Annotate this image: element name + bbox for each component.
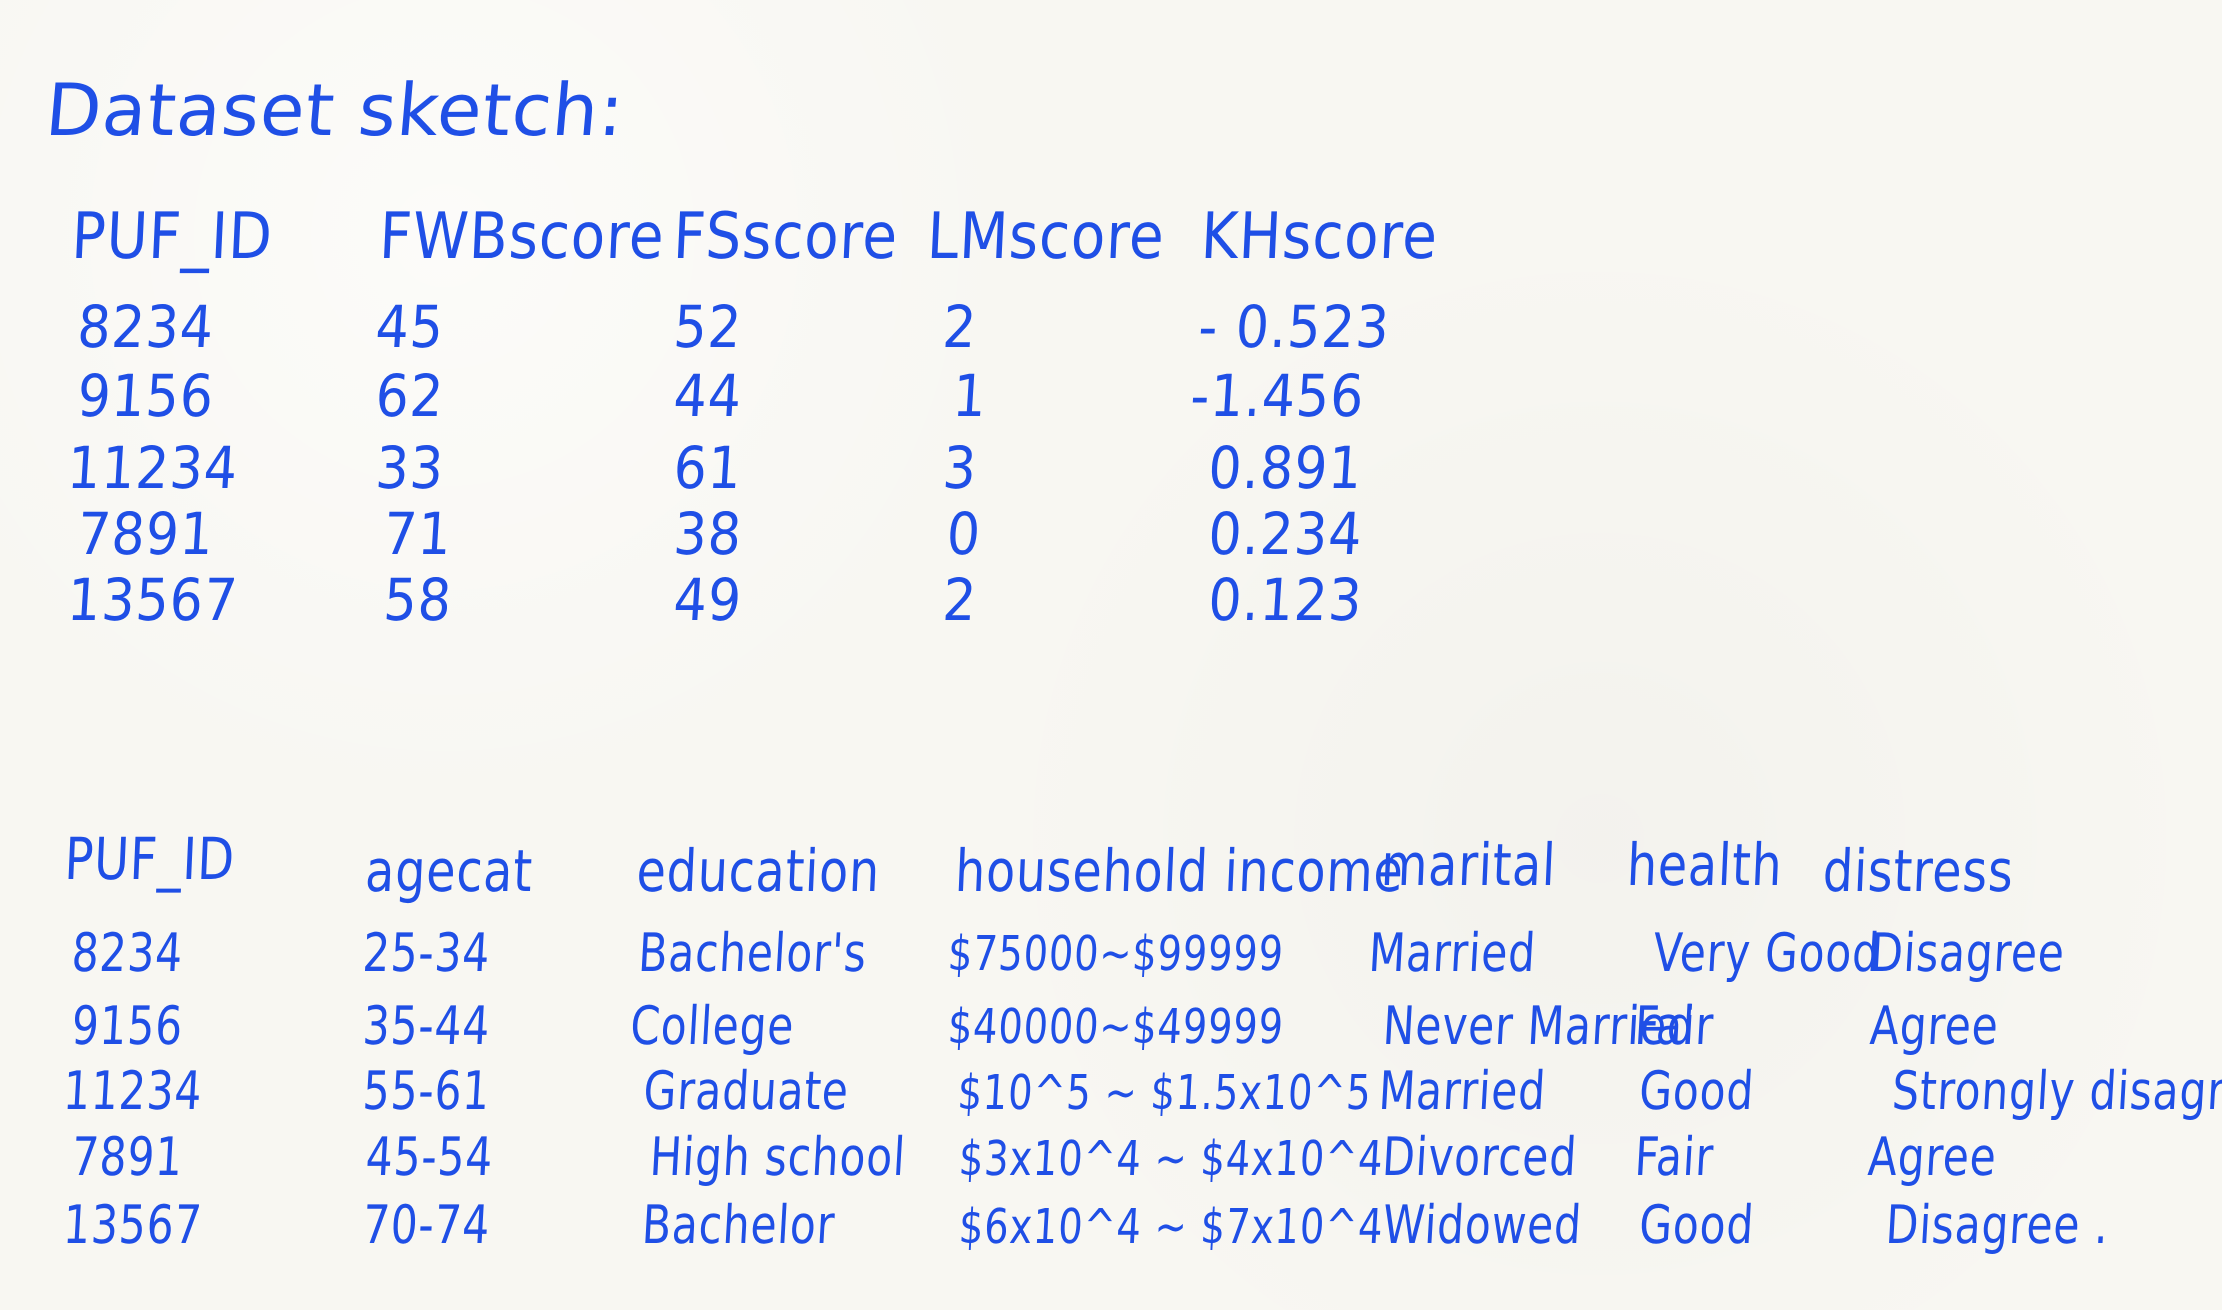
fwbscore-cell: 71 — [381, 500, 455, 568]
health-cell: Good — [1637, 1195, 1756, 1256]
fwbscore-cell: 58 — [381, 566, 455, 634]
puf-id-cell: 7891 — [70, 1127, 185, 1188]
marital-cell: Divorced — [1380, 1127, 1579, 1188]
agecat-cell: 35-44 — [361, 996, 492, 1057]
distress-cell: Agree — [1866, 1127, 1999, 1188]
khscore-cell: 0.234 — [1206, 500, 1365, 568]
distress-cell: Strongly disagree — [1890, 1061, 2222, 1122]
fwbscore-cell: 62 — [373, 362, 447, 430]
khscore-cell: - 0.523 — [1196, 293, 1392, 361]
lmscore-cell: 0 — [944, 500, 984, 568]
column-header-health: health — [1625, 831, 1785, 899]
column-header-household-income: household income — [953, 837, 1406, 905]
fwbscore-cell: 45 — [373, 293, 447, 361]
education-cell: Graduate — [641, 1061, 851, 1122]
column-header-fsscore: FSscore — [671, 200, 900, 274]
lmscore-cell: 2 — [940, 566, 980, 634]
education-cell: High school — [648, 1127, 908, 1188]
household-income-cell: $75000~$99999 — [946, 926, 1286, 982]
khscore-cell: -1.456 — [1188, 362, 1367, 430]
lmscore-cell: 2 — [940, 293, 980, 361]
fsscore-cell: 38 — [671, 500, 745, 568]
column-header-puf-id: PUF_ID — [69, 200, 275, 274]
puf-id-cell: 13567 — [65, 566, 241, 634]
puf-id-cell: 8234 — [70, 923, 185, 984]
puf-id-cell: 7891 — [75, 500, 217, 568]
education-cell: Bachelor's — [636, 923, 869, 984]
column-header-education: education — [635, 837, 882, 905]
health-cell: Fair — [1633, 996, 1716, 1057]
puf-id-cell: 11234 — [65, 434, 241, 502]
financial-score-table: PUF_ID FWBscore FSscore LMscore KHscore … — [58, 200, 1439, 655]
puf-id-cell: 11234 — [61, 1061, 204, 1122]
column-header-distress: distress — [1821, 837, 2016, 905]
agecat-cell: 25-34 — [361, 923, 492, 984]
marital-cell: Married — [1367, 923, 1538, 984]
fwbscore-cell: 33 — [373, 434, 447, 502]
household-income-text: $3x10^4 ~ $4x10^4 — [957, 1131, 1385, 1187]
household-income-cell: $6x10^4 ~ $7x10^4 — [957, 1199, 1384, 1255]
puf-id-cell: 9156 — [70, 996, 185, 1057]
lmscore-cell: 3 — [940, 434, 980, 502]
fsscore-cell: 44 — [671, 362, 745, 430]
page-title: Dataset sketch: — [42, 68, 629, 152]
distress-cell: Disagree . — [1884, 1195, 2111, 1256]
household-income-text: $10^5 ~ $1.5x10^5 — [956, 1065, 1374, 1121]
distress-cell: Disagree — [1868, 923, 2067, 984]
column-header-lmscore: LMscore — [925, 200, 1167, 274]
household-income-cell: $40000~$49999 — [946, 999, 1286, 1055]
household-income-cell: $10^5 ~ $1.5x10^5 — [956, 1065, 1373, 1121]
fsscore-cell: 49 — [671, 566, 745, 634]
agecat-cell: 70-74 — [361, 1195, 492, 1256]
agecat-cell: 45-54 — [364, 1127, 495, 1188]
puf-id-cell: 9156 — [75, 362, 217, 430]
agecat-cell: 55-61 — [361, 1061, 492, 1122]
fsscore-cell: 52 — [671, 293, 745, 361]
demographic-table: PUF_ID agecat education household income… — [46, 825, 2222, 1300]
health-cell: Fair — [1633, 1127, 1716, 1188]
household-income-text: $6x10^4 ~ $7x10^4 — [957, 1199, 1385, 1255]
column-header-khscore: KHscore — [1199, 200, 1440, 274]
column-header-fwbscore: FWBscore — [377, 200, 667, 274]
marital-cell: Widowed — [1381, 1195, 1584, 1256]
puf-id-cell: 8234 — [75, 293, 217, 361]
education-cell: College — [628, 996, 796, 1057]
column-header-puf-id: PUF_ID — [63, 825, 237, 893]
distress-cell: Agree — [1868, 996, 2001, 1057]
khscore-cell: 0.891 — [1206, 434, 1365, 502]
column-header-agecat: agecat — [363, 837, 535, 905]
education-cell: Bachelor — [640, 1195, 837, 1256]
khscore-cell: 0.123 — [1206, 566, 1365, 634]
health-cell: Good — [1637, 1061, 1756, 1122]
health-cell: Very Good — [1651, 923, 1882, 984]
marital-cell: Married — [1377, 1061, 1548, 1122]
fsscore-cell: 61 — [671, 434, 745, 502]
puf-id-cell: 13567 — [61, 1195, 204, 1256]
lmscore-cell: 1 — [950, 362, 990, 430]
household-income-cell: $3x10^4 ~ $4x10^4 — [957, 1131, 1384, 1187]
column-header-marital: marital — [1379, 831, 1558, 899]
